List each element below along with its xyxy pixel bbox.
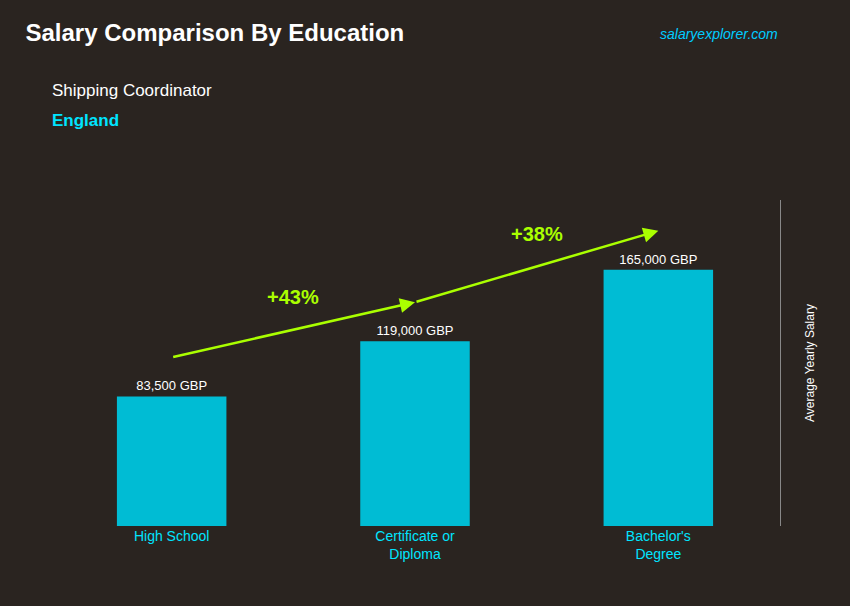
svg-text:+38%: +38% <box>511 223 563 245</box>
svg-text:119,000 GBP: 119,000 GBP <box>376 323 453 338</box>
svg-text:+43%: +43% <box>267 286 319 308</box>
svg-text:England: England <box>52 111 119 130</box>
svg-text:salaryexplorer.com: salaryexplorer.com <box>660 26 778 42</box>
svg-text:165,000 GBP: 165,000 GBP <box>619 252 697 267</box>
svg-text:Certificate orDiploma: Certificate orDiploma <box>375 528 455 562</box>
svg-text:High School: High School <box>134 528 210 544</box>
svg-text:Bachelor'sDegree: Bachelor'sDegree <box>626 528 691 562</box>
svg-text:Average Yearly Salary: Average Yearly Salary <box>803 304 817 422</box>
svg-text:Shipping Coordinator: Shipping Coordinator <box>52 81 212 100</box>
svg-text:Salary Comparison By Education: Salary Comparison By Education <box>26 19 405 46</box>
svg-text:83,500 GBP: 83,500 GBP <box>136 378 207 393</box>
